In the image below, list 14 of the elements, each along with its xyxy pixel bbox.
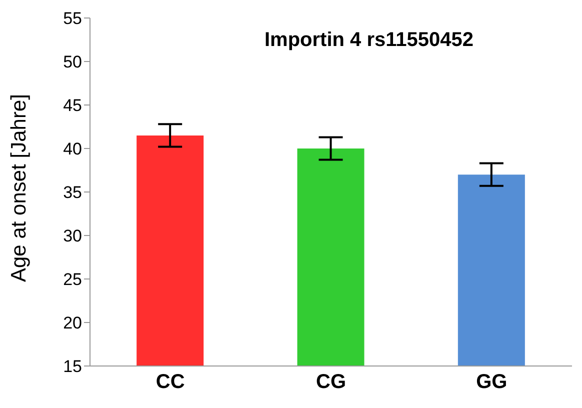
text: Importin 4 rs11550452 bbox=[264, 29, 474, 51]
y-tick-label: 35 bbox=[63, 183, 82, 202]
y-axis-title: Age at onset [Jahre] bbox=[7, 94, 30, 282]
x-tick-label: CC bbox=[156, 371, 185, 394]
y-tick-label: 30 bbox=[63, 226, 82, 246]
y-tick-label: 50 bbox=[63, 52, 82, 72]
y-tick-label: 15 bbox=[63, 357, 82, 376]
y-tick-label: 20 bbox=[63, 314, 82, 333]
x-tick-label: GG bbox=[476, 371, 508, 394]
x-tick-label: CG bbox=[316, 371, 346, 394]
y-tick-label: 45 bbox=[63, 96, 82, 116]
y-tick-label: 25 bbox=[63, 270, 82, 290]
y-tick-label: 55 bbox=[63, 9, 82, 28]
y-tick-label: 40 bbox=[63, 140, 82, 159]
